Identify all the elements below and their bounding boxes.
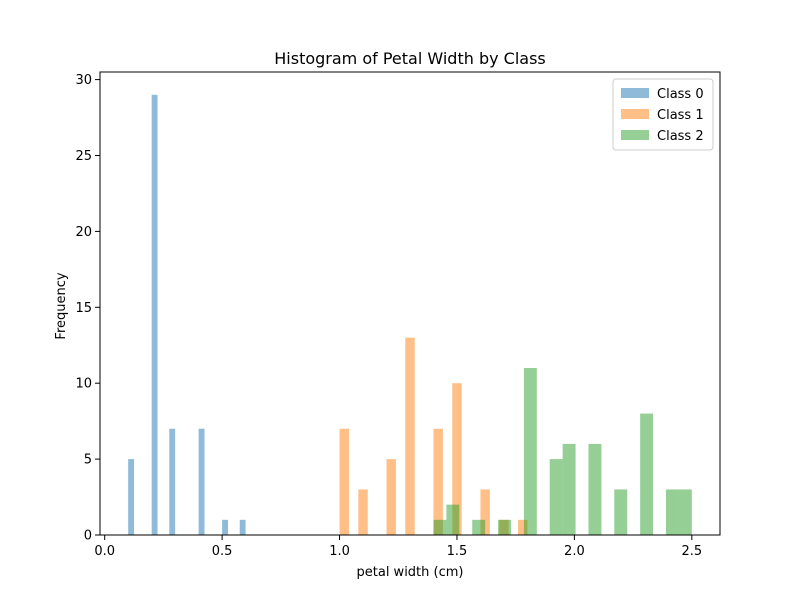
bar-class2-bin6 bbox=[562, 443, 576, 535]
bar-class0-bin0 bbox=[128, 459, 135, 535]
bar-class2-bin3 bbox=[498, 519, 511, 535]
bar-class2-bin2 bbox=[472, 519, 486, 535]
bar-class2-bin1 bbox=[446, 504, 460, 535]
y-tick-label: 30 bbox=[75, 73, 92, 88]
bar-class0-bin1 bbox=[151, 94, 158, 535]
bar-class2-bin0 bbox=[433, 519, 447, 535]
legend-swatch bbox=[621, 88, 649, 98]
bar-class2-bin11 bbox=[678, 489, 692, 535]
bar-class1-bin0 bbox=[339, 428, 349, 535]
y-tick-label: 5 bbox=[84, 453, 92, 468]
legend-swatch bbox=[621, 109, 649, 119]
y-axis-label: Frequency bbox=[54, 272, 69, 339]
legend: Class 0 Class 1 Class 2 bbox=[612, 78, 714, 151]
bar-class0-bin3 bbox=[198, 428, 205, 535]
y-tick-label: 0 bbox=[84, 529, 92, 544]
x-tick-label: 0.5 bbox=[212, 544, 233, 559]
bar-class2-bin7 bbox=[588, 443, 602, 535]
x-axis-ticks: 0.0 0.5 1.0 1.5 2.0 2.5 bbox=[94, 535, 702, 559]
bar-class0-bin5 bbox=[239, 519, 246, 535]
bar-class1-bin2 bbox=[386, 459, 396, 535]
bar-class1-bin5 bbox=[452, 383, 462, 535]
bar-class2-bin8 bbox=[614, 489, 628, 535]
x-tick-label: 2.0 bbox=[564, 544, 585, 559]
x-tick-label: 1.0 bbox=[329, 544, 350, 559]
bar-class1-bin3 bbox=[405, 337, 415, 535]
y-tick-label: 25 bbox=[75, 149, 92, 164]
bar-class1-bin6 bbox=[480, 489, 490, 535]
x-axis-label: petal width (cm) bbox=[357, 565, 464, 580]
plot-frame bbox=[99, 71, 721, 536]
y-tick-label: 10 bbox=[75, 377, 92, 392]
bar-class1-bin1 bbox=[358, 489, 368, 535]
y-tick-label: 20 bbox=[75, 225, 92, 240]
bars-layer bbox=[128, 94, 692, 535]
legend-label: Class 0 bbox=[657, 87, 704, 102]
bar-class2-bin5 bbox=[549, 459, 563, 535]
legend-label: Class 1 bbox=[657, 108, 704, 123]
bar-class2-bin10 bbox=[665, 489, 679, 535]
x-tick-label: 1.5 bbox=[447, 544, 468, 559]
bar-class2-bin9 bbox=[640, 413, 654, 535]
chart-title: Histogram of Petal Width by Class bbox=[274, 49, 546, 68]
bar-class0-bin4 bbox=[222, 519, 228, 535]
x-tick-label: 2.5 bbox=[681, 544, 702, 559]
legend-label: Class 2 bbox=[657, 129, 704, 144]
bar-class0-bin2 bbox=[169, 428, 176, 535]
bar-class1-bin4 bbox=[433, 428, 443, 535]
bar-class1-bin8 bbox=[518, 519, 528, 535]
legend-swatch bbox=[621, 130, 649, 140]
bar-class2-bin4 bbox=[523, 368, 537, 535]
y-tick-label: 15 bbox=[75, 301, 92, 316]
x-tick-label: 0.0 bbox=[94, 544, 115, 559]
y-axis-ticks: 0 5 10 15 20 25 30 bbox=[75, 73, 100, 544]
